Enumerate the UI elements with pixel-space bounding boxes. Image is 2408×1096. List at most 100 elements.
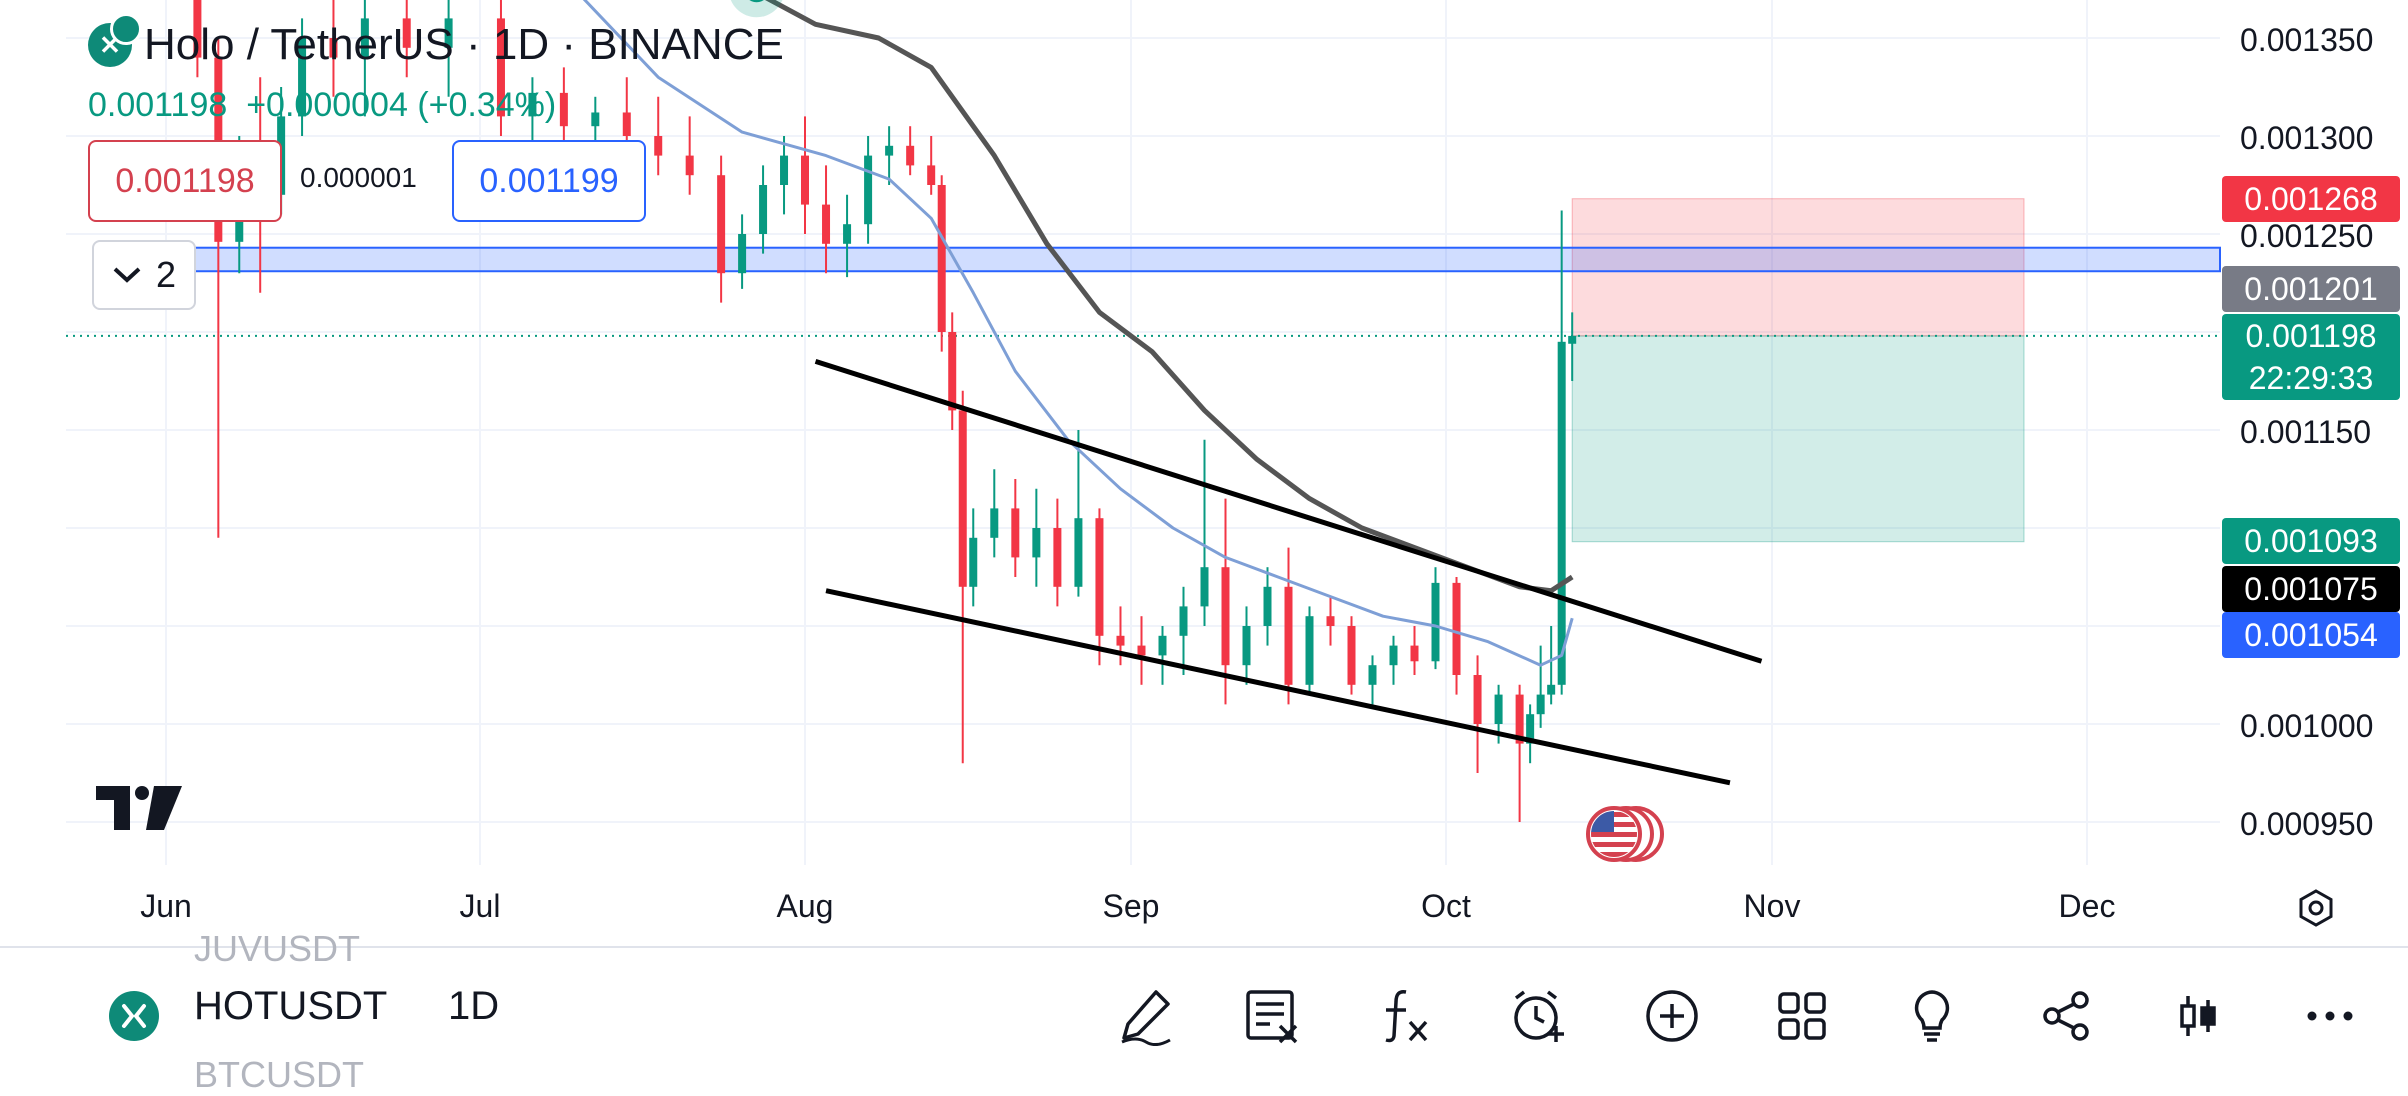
candle-body [402, 18, 411, 48]
time-label: Sep [1102, 888, 1160, 924]
previous-symbol[interactable]: JUVUSDT [194, 928, 361, 969]
candle-body [685, 155, 694, 176]
candle-body [801, 155, 809, 205]
candle-body [1179, 606, 1188, 636]
candle-body [1032, 528, 1041, 558]
time-label: Aug [776, 888, 834, 924]
candle-body [1368, 665, 1377, 685]
candle-body [1158, 635, 1167, 656]
chart-settings-icon[interactable] [2296, 888, 2336, 928]
symbol-title[interactable]: Holo / TetherUS · 1D · BINANCE [144, 20, 784, 69]
add-button[interactable] [1634, 978, 1710, 1054]
candle-body [654, 136, 663, 156]
next-symbol[interactable]: BTCUSDT [194, 1054, 364, 1095]
candle-body [1452, 582, 1461, 675]
tradingview-logo-icon[interactable] [96, 786, 182, 830]
pencil-icon [1121, 990, 1171, 1046]
price-tick: 0.000950 [2240, 806, 2374, 842]
candle-body [1347, 626, 1356, 685]
candle-body [1557, 341, 1566, 685]
time-label: Oct [1421, 888, 1471, 924]
candle-body [444, 18, 453, 48]
candle-body [1221, 567, 1230, 666]
horizontal-level-price-tag[interactable]: 0.001201 [2222, 266, 2400, 312]
price-chart[interactable] [0, 0, 2408, 940]
indicators-icon [1385, 989, 1428, 1043]
economic-event-flag-icon[interactable] [1584, 804, 1664, 864]
ma-handle [749, 0, 764, 3]
candle-body [1200, 567, 1209, 607]
candle-body [1074, 518, 1083, 587]
layouts-button[interactable] [1764, 978, 1840, 1054]
ma-fast-price-tag: 0.001054 [2222, 612, 2400, 658]
candle-body [969, 537, 978, 587]
candle-body [885, 145, 894, 156]
candle-body [822, 204, 831, 244]
channel-lower-line [825, 588, 1731, 786]
drawing-tools-button[interactable] [1108, 978, 1184, 1054]
ideas-button[interactable] [1894, 978, 1970, 1054]
ma-handle-halo [730, 0, 783, 18]
candle-body [360, 18, 369, 58]
candle-body [1116, 635, 1125, 646]
candle-body [906, 145, 915, 166]
time-label: Jun [140, 888, 192, 924]
spread-value: 0.000001 [300, 162, 417, 193]
object-tree-button[interactable] [1234, 978, 1310, 1054]
candle-body [1053, 528, 1062, 587]
horizontal-zone [109, 246, 2221, 273]
share-button[interactable] [2028, 978, 2104, 1054]
candle-body [1137, 645, 1146, 656]
stop-loss-price-tag[interactable]: 0.001268 [2222, 176, 2400, 222]
ma-slow-price-tag: 0.001075 [2222, 566, 2400, 612]
indicators-toggle-button[interactable]: 2 [92, 240, 196, 310]
candle-body [1410, 645, 1419, 662]
bar-countdown: 22:29:33 [2248, 360, 2374, 396]
sell-button[interactable]: 0.001198 [88, 140, 282, 222]
candle-body [1242, 626, 1251, 666]
candle-body [990, 508, 999, 538]
candle-body [1305, 616, 1314, 685]
candle-body [843, 224, 852, 244]
indicator-count: 2 [155, 254, 177, 295]
candle-body [948, 332, 957, 411]
more-dots-icon [2307, 1011, 2353, 1021]
candle-body [1263, 586, 1272, 626]
candle-body [1389, 645, 1398, 666]
candle-body [1526, 714, 1535, 744]
price-tick: 0.001000 [2240, 708, 2374, 744]
candle-body [622, 112, 631, 136]
interval-selector[interactable]: 1D [448, 984, 500, 1028]
price-tick: 0.001300 [2240, 120, 2374, 156]
last-price-tag[interactable]: 0.001198 22:29:33 [2222, 314, 2400, 400]
candle-body [1547, 684, 1556, 695]
price-tick: 0.001150 [2240, 414, 2372, 450]
candle-body [780, 155, 789, 185]
symbol-header[interactable]: ✕ Holo / TetherUS · 1D · BINANCE [88, 13, 784, 70]
candle-body [1011, 508, 1020, 558]
price-tick: 0.001350 [2240, 22, 2374, 58]
candle-body [1515, 694, 1524, 744]
candle-body [298, 38, 307, 117]
more-button[interactable] [2292, 978, 2368, 1054]
time-label: Dec [2058, 888, 2116, 924]
lightbulb-icon [1914, 990, 1950, 1042]
chart-pane[interactable]: ✕ Holo / TetherUS · 1D · BINANCE 0.00119… [0, 0, 2408, 940]
indicators-button[interactable] [1368, 978, 1444, 1054]
candle-body [717, 175, 726, 274]
ma-fast-line [582, 0, 1574, 667]
alert-button[interactable] [1500, 978, 1576, 1054]
symbol-logo-small-icon [109, 991, 159, 1041]
candle-body [937, 185, 946, 332]
buy-button[interactable]: 0.001199 [452, 140, 646, 222]
chart-type-button[interactable] [2160, 978, 2236, 1054]
symbol-selector[interactable]: HOTUSDT [194, 984, 388, 1028]
take-profit-price-tag[interactable]: 0.001093 [2222, 518, 2400, 564]
object-tree-icon [1246, 990, 1298, 1044]
price-tick: 0.001250 [2240, 218, 2374, 254]
candle-body [591, 112, 600, 127]
plus-circle-icon [1646, 990, 1698, 1042]
last-price-tag-value: 0.001198 [2245, 318, 2377, 354]
price-change-line: 0.001198 +0.000004 (+0.34%) [88, 86, 556, 125]
candle-body [193, 0, 202, 58]
